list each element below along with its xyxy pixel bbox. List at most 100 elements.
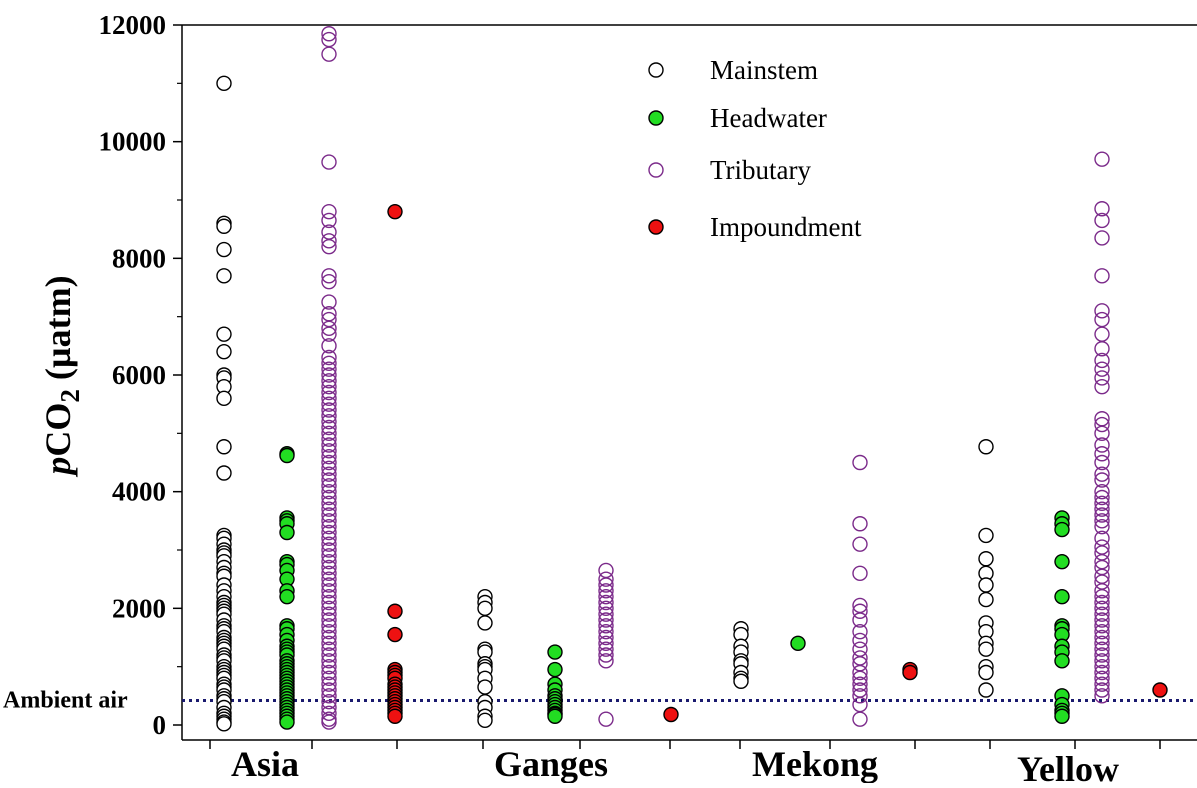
series-headwater bbox=[279, 446, 1070, 730]
tributary-point bbox=[321, 553, 337, 570]
tributary-point bbox=[1094, 670, 1110, 687]
tributary-point bbox=[1094, 583, 1110, 599]
mainstem-point bbox=[216, 326, 232, 342]
headwater-point bbox=[279, 524, 295, 541]
impoundment-point bbox=[902, 664, 918, 681]
series-tributary bbox=[321, 26, 1110, 730]
tributary-point bbox=[321, 588, 337, 605]
tributary-point bbox=[321, 559, 337, 576]
y-axis-label-italic: p bbox=[38, 457, 78, 478]
mainstem-point bbox=[978, 641, 994, 657]
tributary-point bbox=[321, 693, 337, 710]
y-tick-label: 2000 bbox=[112, 593, 166, 623]
tributary-point bbox=[321, 460, 337, 477]
tributary-point bbox=[321, 524, 337, 541]
tributary-point bbox=[321, 705, 337, 722]
tributary-point bbox=[1094, 647, 1110, 663]
headwater-point bbox=[1054, 521, 1070, 538]
tributary-point bbox=[321, 238, 337, 255]
y-tick-label: 12000 bbox=[99, 10, 167, 40]
impoundment-point bbox=[387, 626, 403, 643]
legend-marker-tributary bbox=[648, 162, 664, 178]
tributary-point bbox=[852, 623, 868, 640]
tributary-point bbox=[1094, 623, 1110, 640]
y-axis-label-main: CO bbox=[38, 403, 78, 457]
mainstem-point bbox=[216, 75, 232, 92]
tributary-point bbox=[1094, 676, 1110, 692]
tributary-point bbox=[321, 489, 337, 506]
tributary-point bbox=[852, 565, 868, 582]
tributary-point bbox=[321, 268, 337, 284]
y-tick-label: 8000 bbox=[112, 243, 166, 273]
y-axis-label-sub: 2 bbox=[55, 389, 85, 403]
tributary-point bbox=[598, 588, 614, 605]
y-tick-label: 6000 bbox=[112, 360, 166, 390]
impoundment-point bbox=[387, 708, 403, 724]
tributary-point bbox=[852, 603, 868, 619]
tributary-point bbox=[1094, 606, 1110, 622]
tributary-point bbox=[1094, 518, 1110, 535]
tributary-point bbox=[852, 688, 868, 704]
y-tick-label: 0 bbox=[153, 710, 167, 740]
tributary-point bbox=[321, 154, 337, 170]
tributary-point bbox=[321, 273, 337, 290]
tributary-point bbox=[321, 583, 337, 599]
tributary-point bbox=[1094, 303, 1110, 319]
tributary-point bbox=[321, 565, 337, 582]
tributary-point bbox=[321, 629, 337, 646]
tributary-point bbox=[1094, 230, 1110, 246]
tributary-point bbox=[852, 711, 868, 727]
mainstem-point bbox=[216, 390, 232, 407]
mainstem-point bbox=[216, 716, 232, 732]
headwater-point bbox=[1054, 553, 1070, 570]
tributary-point bbox=[321, 390, 337, 407]
tributary-point bbox=[1094, 612, 1110, 628]
tributary-point bbox=[1094, 201, 1110, 217]
tributary-point bbox=[321, 682, 337, 698]
tributary-point bbox=[321, 367, 337, 383]
mainstem-point bbox=[216, 343, 232, 360]
tributary-point bbox=[321, 294, 337, 310]
tributary-point bbox=[321, 536, 337, 552]
legend-label-impoundment: Impoundment bbox=[710, 212, 862, 242]
tributary-point bbox=[321, 594, 337, 611]
tributary-point bbox=[1094, 425, 1110, 442]
tributary-point bbox=[321, 402, 337, 418]
mainstem-point bbox=[978, 664, 994, 681]
tributary-point bbox=[321, 212, 337, 229]
tributary-point bbox=[598, 618, 614, 634]
tributary-point bbox=[1094, 151, 1110, 167]
tributary-point bbox=[321, 425, 337, 442]
tributary-point bbox=[852, 454, 868, 471]
legend-item-tributary: Tributary bbox=[648, 155, 812, 185]
tributary-point bbox=[321, 513, 337, 529]
tributary-point bbox=[321, 670, 337, 687]
series-mainstem bbox=[216, 75, 994, 732]
legend-label-tributary: Tributary bbox=[710, 155, 812, 185]
tributary-point bbox=[321, 338, 337, 354]
tributary-point bbox=[852, 516, 868, 532]
tributary-point bbox=[852, 696, 868, 713]
tributary-point bbox=[1094, 588, 1110, 605]
tributary-point bbox=[1094, 664, 1110, 681]
tributary-point bbox=[852, 676, 868, 692]
impoundment-point bbox=[387, 203, 403, 220]
mainstem-point bbox=[477, 712, 493, 729]
tributary-point bbox=[598, 606, 614, 622]
tributary-point bbox=[321, 688, 337, 704]
tributary-point bbox=[1094, 688, 1110, 704]
y-axis-label-unit: (µatm) bbox=[38, 275, 78, 389]
mainstem-point bbox=[216, 268, 232, 284]
points-layer bbox=[216, 26, 1168, 732]
tributary-point bbox=[598, 653, 614, 669]
tributary-point bbox=[1094, 641, 1110, 657]
tributary-point bbox=[1094, 653, 1110, 669]
tributary-point bbox=[1094, 507, 1110, 523]
tributary-point bbox=[321, 349, 337, 366]
tributary-point bbox=[321, 46, 337, 62]
tributary-point bbox=[321, 501, 337, 517]
tributary-point bbox=[321, 443, 337, 459]
headwater-point bbox=[547, 644, 563, 660]
tributary-point bbox=[852, 670, 868, 687]
